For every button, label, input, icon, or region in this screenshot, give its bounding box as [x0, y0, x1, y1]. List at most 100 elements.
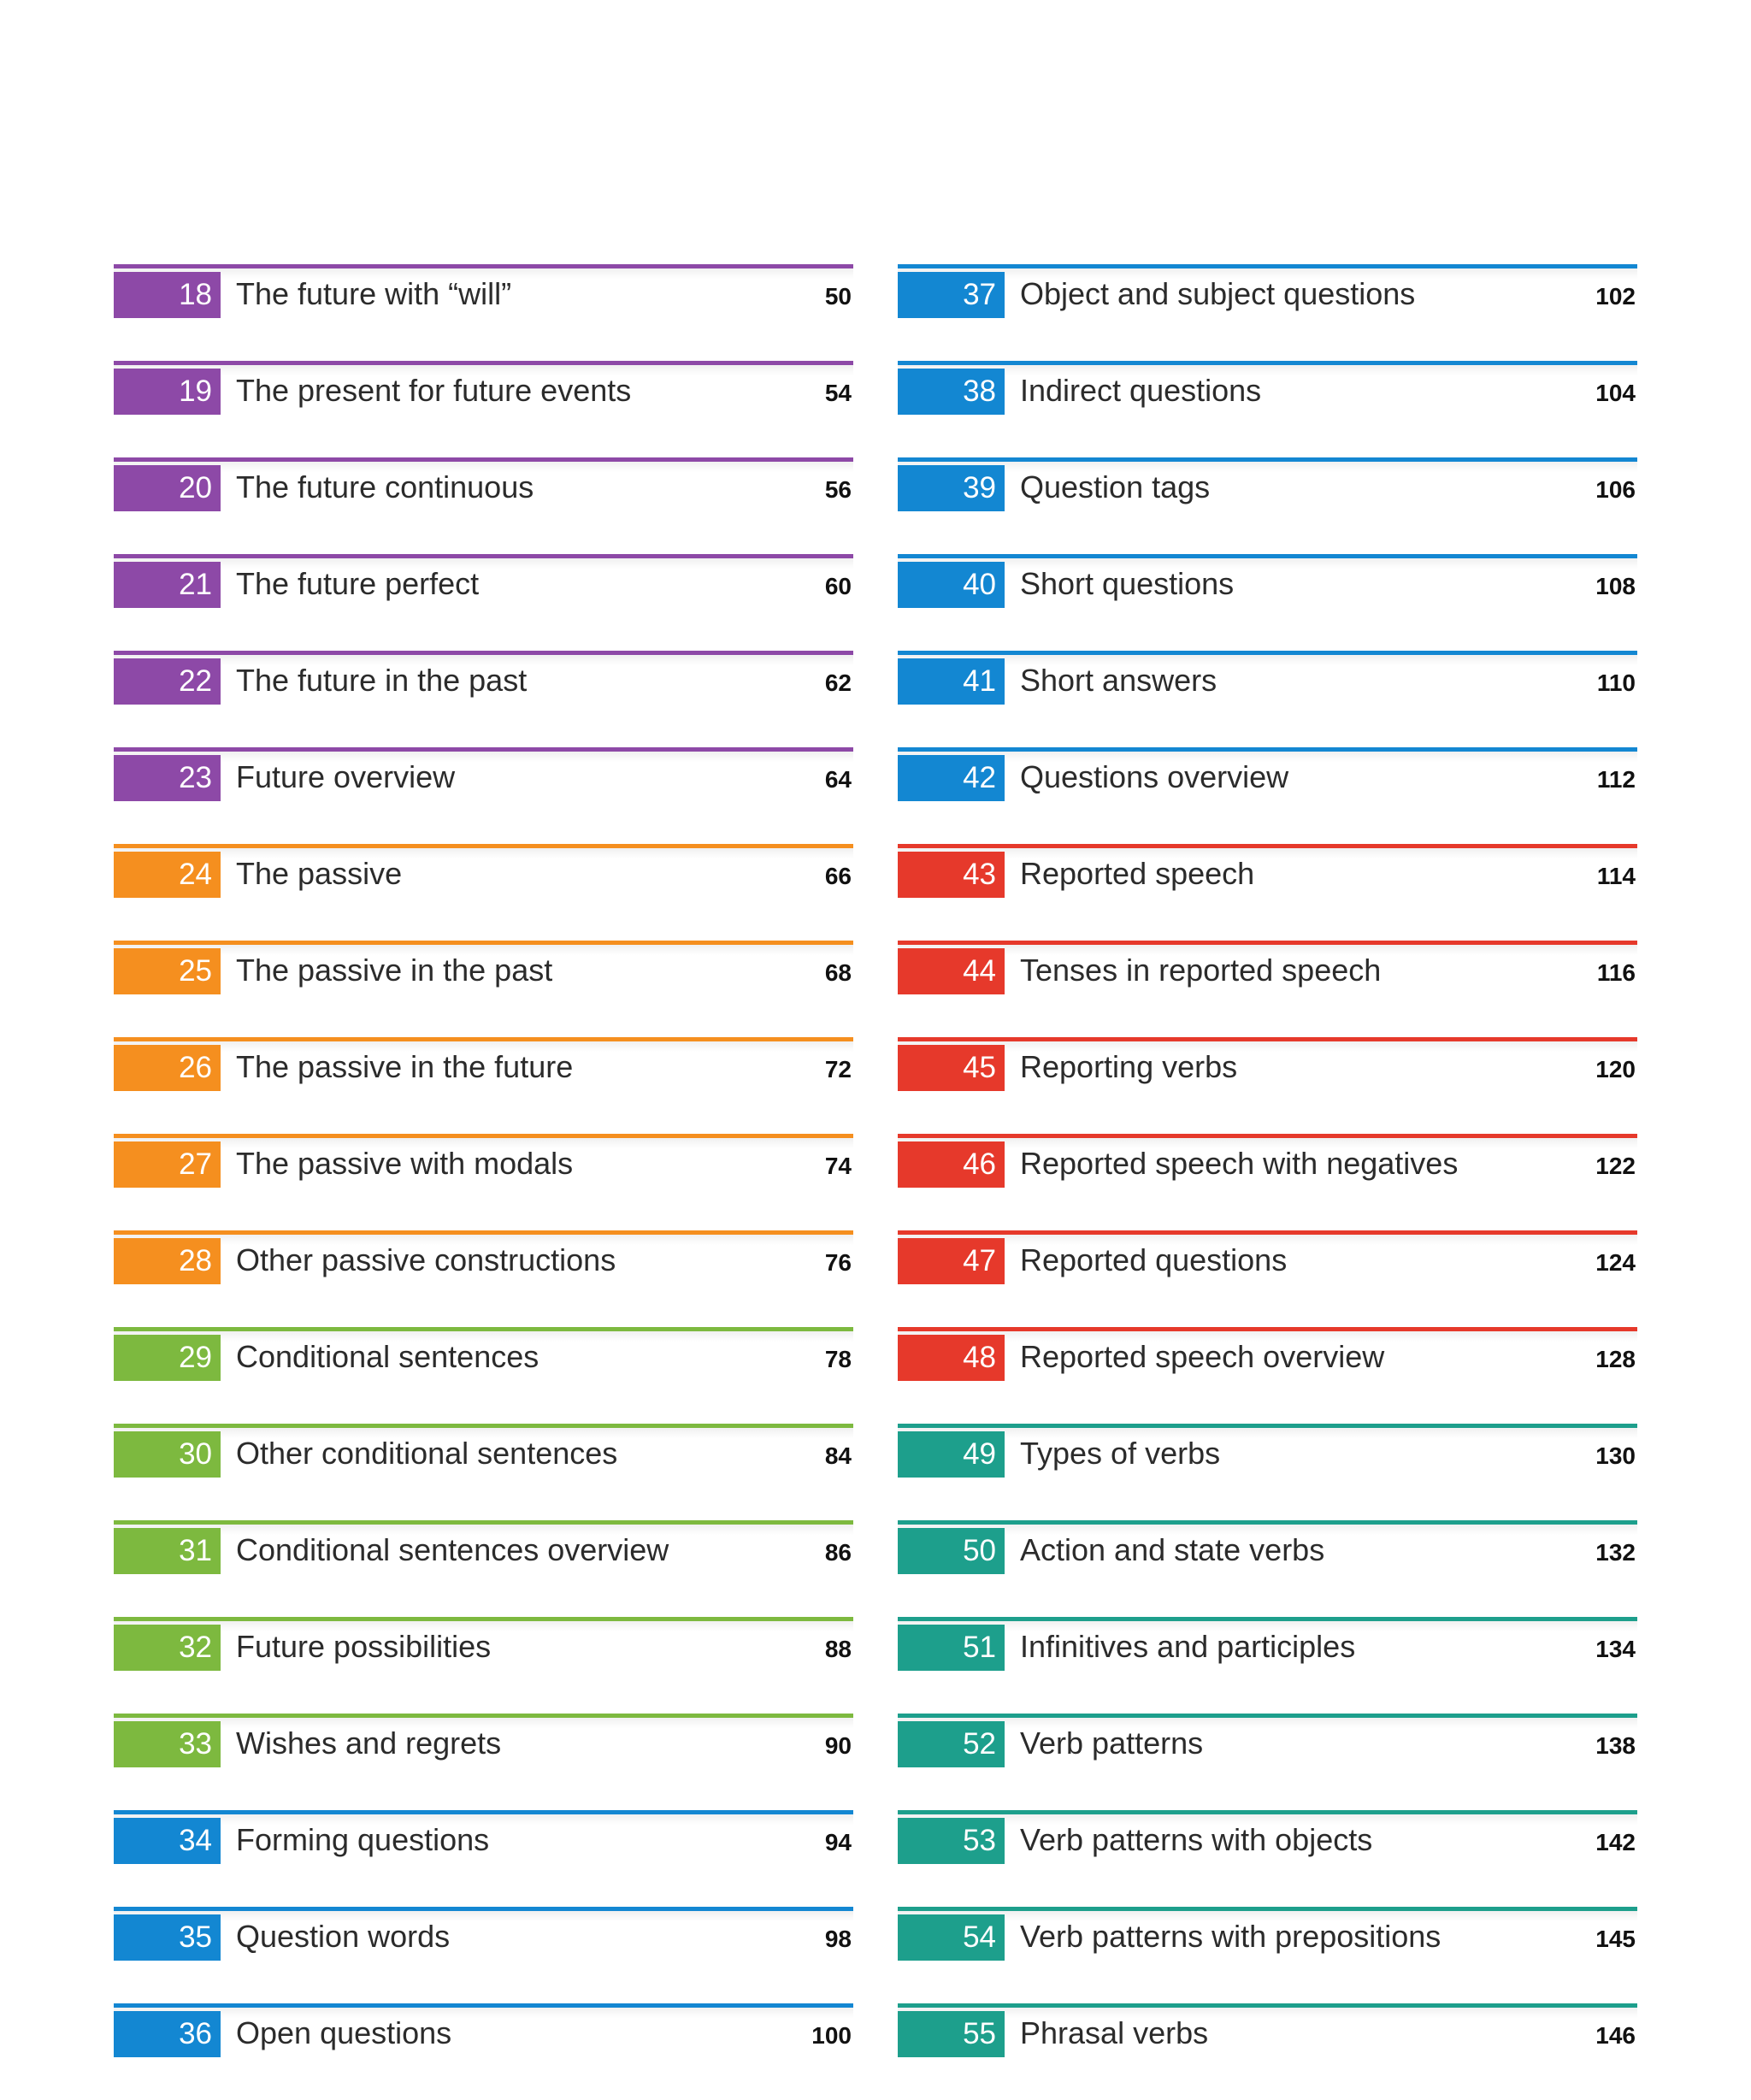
- page-number: 78: [824, 1346, 852, 1372]
- page-number: 110: [1596, 670, 1636, 696]
- toc-entry[interactable]: 48 Reported speech overview 128: [898, 1327, 1637, 1381]
- toc-entry[interactable]: 25 The passive in the past 68: [114, 941, 853, 994]
- toc-entry[interactable]: 29 Conditional sentences 78: [114, 1327, 853, 1381]
- toc-column-left: 18 The future with “will” 50 19 The present …: [114, 264, 853, 2100]
- toc-entry[interactable]: 46 Reported speech with negatives 122: [898, 1134, 1637, 1188]
- unit-title: Action and state verbs: [1020, 1532, 1325, 1567]
- toc-entry[interactable]: 28 Other passive constructions 76: [114, 1230, 853, 1284]
- toc-entry[interactable]: 49 Types of verbs 130: [898, 1424, 1637, 1478]
- unit-number: 39: [898, 465, 1005, 511]
- unit-number: 34: [114, 1818, 221, 1864]
- unit-number: 48: [898, 1335, 1005, 1381]
- toc-entry[interactable]: 26 The passive in the future 72: [114, 1037, 853, 1091]
- unit-title: Short answers: [1020, 663, 1217, 698]
- toc-entry[interactable]: 51 Infinitives and participles 134: [898, 1617, 1637, 1671]
- page-number: 60: [824, 573, 852, 599]
- page-number: 138: [1595, 1732, 1636, 1759]
- unit-number: 26: [114, 1045, 221, 1091]
- unit-number: 33: [114, 1721, 221, 1767]
- unit-number: 40: [898, 562, 1005, 608]
- page-number: 86: [824, 1539, 852, 1566]
- toc-entry[interactable]: 23 Future overview 64: [114, 747, 853, 801]
- toc-entry[interactable]: 39 Question tags 106: [898, 457, 1637, 511]
- unit-title: Verb patterns with prepositions: [1020, 1919, 1441, 1954]
- toc-entry[interactable]: 31 Conditional sentences overview 86: [114, 1520, 853, 1574]
- toc-entry[interactable]: 33 Wishes and regrets 90: [114, 1714, 853, 1767]
- unit-number: 47: [898, 1238, 1005, 1284]
- toc-entry[interactable]: 53 Verb patterns with objects 142: [898, 1810, 1637, 1864]
- page-number: 120: [1595, 1056, 1636, 1082]
- toc-entry[interactable]: 45 Reporting verbs 120: [898, 1037, 1637, 1091]
- page-number: 106: [1595, 476, 1636, 503]
- toc-entry[interactable]: 44 Tenses in reported speech 116: [898, 941, 1637, 994]
- unit-title: Question words: [236, 1919, 451, 1954]
- unit-number: 25: [114, 948, 221, 994]
- toc-entry[interactable]: 37 Object and subject questions 102: [898, 264, 1637, 318]
- unit-title: The future perfect: [236, 566, 480, 601]
- unit-number: 30: [114, 1431, 221, 1478]
- unit-number: 28: [114, 1238, 221, 1284]
- toc-entry[interactable]: 55 Phrasal verbs 146: [898, 2003, 1637, 2057]
- unit-number: 44: [898, 948, 1005, 994]
- unit-title: Phrasal verbs: [1020, 2015, 1209, 2050]
- unit-title: Wishes and regrets: [236, 1725, 502, 1761]
- unit-title: Reported questions: [1020, 1242, 1288, 1277]
- toc-entry[interactable]: 34 Forming questions 94: [114, 1810, 853, 1864]
- unit-title: Types of verbs: [1020, 1436, 1221, 1471]
- page-number: 146: [1595, 2022, 1636, 2049]
- toc-entry[interactable]: 19 The present for future events 54: [114, 361, 853, 415]
- unit-number: 41: [898, 658, 1005, 705]
- unit-title: Open questions: [236, 2015, 452, 2050]
- toc-entry[interactable]: 20 The future continuous 56: [114, 457, 853, 511]
- toc-entry[interactable]: 30 Other conditional sentences 84: [114, 1424, 853, 1478]
- unit-number: 18: [114, 272, 221, 318]
- unit-number: 53: [898, 1818, 1005, 1864]
- unit-number: 42: [898, 755, 1005, 801]
- page-number: 88: [824, 1636, 852, 1662]
- toc-entry[interactable]: 24 The passive 66: [114, 844, 853, 898]
- unit-number: 36: [114, 2011, 221, 2057]
- page-number: 98: [824, 1926, 852, 1952]
- page-number: 62: [824, 670, 852, 696]
- unit-number: 21: [114, 562, 221, 608]
- toc-entry[interactable]: 36 Open questions 100: [114, 2003, 853, 2057]
- unit-title: The passive in the past: [236, 953, 553, 988]
- toc-entry[interactable]: 54 Verb patterns with prepositions 145: [898, 1907, 1637, 1961]
- page-number: 90: [824, 1732, 852, 1759]
- toc-entry[interactable]: 42 Questions overview 112: [898, 747, 1637, 801]
- unit-title: Object and subject questions: [1020, 276, 1416, 311]
- toc-entry[interactable]: 41 Short answers 110: [898, 651, 1637, 705]
- toc-entry[interactable]: 27 The passive with modals 74: [114, 1134, 853, 1188]
- page-number: 54: [824, 380, 852, 406]
- toc-entry[interactable]: 22 The future in the past 62: [114, 651, 853, 705]
- unit-title: The passive: [236, 856, 403, 891]
- toc-entry[interactable]: 35 Question words 98: [114, 1907, 853, 1961]
- unit-title: Conditional sentences: [236, 1339, 539, 1374]
- page-number: 114: [1596, 863, 1636, 889]
- toc-entry[interactable]: 21 The future perfect 60: [114, 554, 853, 608]
- unit-title: The future continuous: [236, 469, 534, 504]
- unit-title: Reported speech with negatives: [1020, 1146, 1459, 1181]
- toc-entry[interactable]: 38 Indirect questions 104: [898, 361, 1637, 415]
- page-number: 104: [1595, 380, 1636, 406]
- page-number: 134: [1595, 1636, 1636, 1662]
- toc-entry[interactable]: 47 Reported questions 124: [898, 1230, 1637, 1284]
- toc-entry[interactable]: 40 Short questions 108: [898, 554, 1637, 608]
- unit-title: The passive in the future: [236, 1049, 574, 1084]
- toc-entry[interactable]: 18 The future with “will” 50: [114, 264, 853, 318]
- page-number: 72: [824, 1056, 852, 1082]
- toc-entry[interactable]: 32 Future possibilities 88: [114, 1617, 853, 1671]
- toc-entry[interactable]: 50 Action and state verbs 132: [898, 1520, 1637, 1574]
- page-number: 100: [811, 2022, 852, 2049]
- unit-number: 24: [114, 852, 221, 898]
- unit-title: Question tags: [1020, 469, 1211, 504]
- unit-number: 55: [898, 2011, 1005, 2057]
- unit-title: Forming questions: [236, 1822, 490, 1857]
- toc-entry[interactable]: 52 Verb patterns 138: [898, 1714, 1637, 1767]
- unit-title: Verb patterns: [1020, 1725, 1204, 1761]
- page-number: 50: [824, 283, 852, 310]
- page-number: 132: [1595, 1539, 1636, 1566]
- unit-title: Other conditional sentences: [236, 1436, 618, 1471]
- toc-entry[interactable]: 43 Reported speech 114: [898, 844, 1637, 898]
- unit-title: Indirect questions: [1020, 373, 1262, 408]
